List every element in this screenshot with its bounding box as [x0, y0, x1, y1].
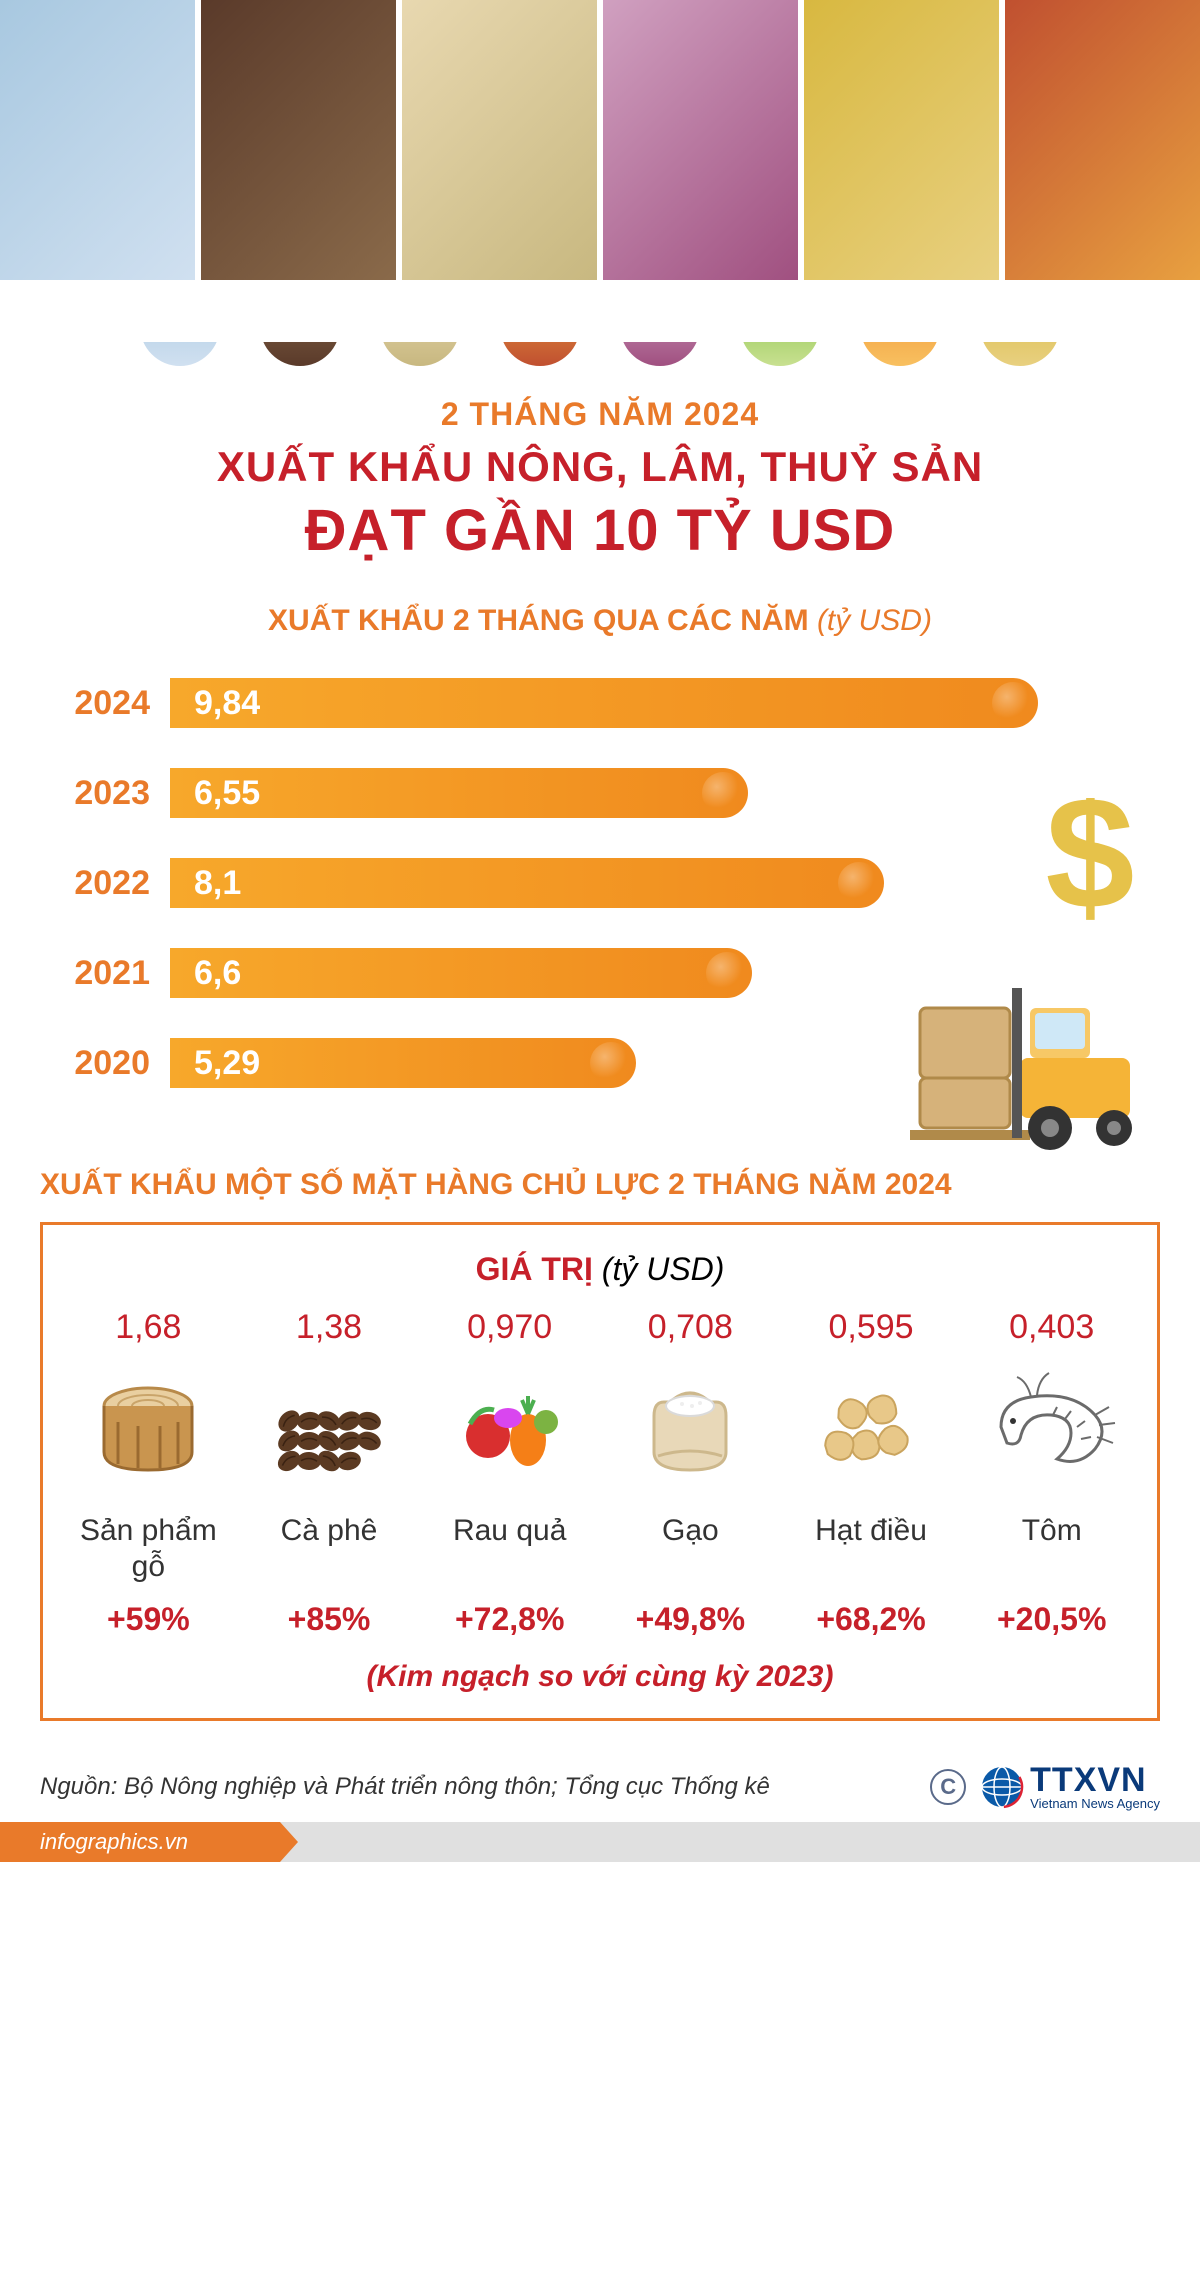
product-name: Sản phẩm gỗ [63, 1513, 234, 1593]
chart-title-text: XUẤT KHẨU 2 THÁNG QUA CÁC NĂM [268, 604, 809, 637]
shrimp-icon [987, 1361, 1117, 1491]
title-block: 2 THÁNG NĂM 2024 XUẤT KHẨU NÔNG, LÂM, TH… [0, 376, 1200, 594]
bar-year-label: 2024 [60, 684, 170, 723]
product-growth: +85% [288, 1601, 371, 1638]
product-growth: +59% [107, 1601, 190, 1638]
collage-cashew [804, 0, 999, 280]
bar-year-label: 2021 [60, 954, 170, 993]
bar-year-label: 2020 [60, 1044, 170, 1083]
collage-lychee [603, 0, 798, 280]
bar-fill: 9,84 [170, 678, 1038, 728]
forklift-illustration: $ [880, 798, 1180, 1158]
footer-site: infographics.vn [0, 1822, 280, 1862]
title-sub: ĐẠT GẦN 10 TỶ USD [40, 497, 1160, 564]
bar-value: 6,55 [194, 774, 260, 813]
decor-circle [740, 286, 820, 366]
products-box: GIÁ TRỊ (tỷ USD) 1,68 Sản phẩm gỗ +59% 1… [40, 1222, 1160, 1721]
chart-title: XUẤT KHẨU 2 THÁNG QUA CÁC NĂM (tỷ USD) [60, 604, 1140, 638]
product-column: 1,68 Sản phẩm gỗ +59% [63, 1308, 234, 1638]
bar-year-label: 2022 [60, 864, 170, 903]
bar-value: 9,84 [194, 684, 260, 723]
product-name: Cà phê [281, 1513, 378, 1593]
products-subhead: GIÁ TRỊ (tỷ USD) [63, 1251, 1137, 1288]
footer: Nguồn: Bộ Nông nghiệp và Phát triển nông… [0, 1751, 1200, 1822]
veggies-icon [445, 1361, 575, 1491]
title-period: 2 THÁNG NĂM 2024 [40, 396, 1160, 433]
product-growth: +68,2% [816, 1601, 925, 1638]
products-subhead-text: GIÁ TRỊ [476, 1251, 593, 1287]
product-value: 0,708 [648, 1308, 733, 1347]
products-note: (Kim ngạch so với cùng kỳ 2023) [63, 1660, 1137, 1694]
product-name: Tôm [1022, 1513, 1082, 1593]
bar-fill: 6,55 [170, 768, 748, 818]
product-value: 1,38 [296, 1308, 362, 1347]
collage-harvester [1005, 0, 1200, 280]
decor-circle [860, 286, 940, 366]
product-column: 0,403 Tôm +20,5% [966, 1308, 1137, 1638]
bar-row: 2024 9,84 [60, 678, 1140, 728]
product-value: 0,595 [828, 1308, 913, 1347]
decor-circle [380, 286, 460, 366]
bar-value: 6,6 [194, 954, 241, 993]
products-subhead-unit: (tỷ USD) [602, 1251, 725, 1287]
product-column: 1,38 Cà phê +85% [244, 1308, 415, 1638]
title-main: XUẤT KHẨU NÔNG, LÂM, THUỶ SẢN [40, 443, 1160, 491]
bar-fill: 8,1 [170, 858, 884, 908]
globe-icon [980, 1765, 1024, 1809]
agency-full: Vietnam News Agency [1030, 1797, 1160, 1810]
decor-circle [140, 286, 220, 366]
footer-source: Nguồn: Bộ Nông nghiệp và Phát triển nông… [40, 1773, 770, 1801]
product-value: 1,68 [115, 1308, 181, 1347]
product-column: 0,595 Hạt điều +68,2% [786, 1308, 957, 1638]
copyright-badge: C [930, 1769, 966, 1805]
bar-track: 9,84 [170, 678, 1140, 728]
decor-circle [620, 286, 700, 366]
bar-value: 5,29 [194, 1044, 260, 1083]
collage-fish [0, 0, 195, 280]
products-heading: XUẤT KHẨU MỘT SỐ MẶT HÀNG CHỦ LỰC 2 THÁN… [0, 1168, 1200, 1222]
footer-bar-fill [280, 1822, 1200, 1862]
product-name: Gạo [662, 1513, 719, 1593]
product-value: 0,970 [467, 1308, 552, 1347]
product-name: Rau quả [453, 1513, 566, 1593]
decor-circles [0, 280, 1200, 376]
footer-bar: infographics.vn [0, 1822, 1200, 1862]
bar-year-label: 2023 [60, 774, 170, 813]
product-growth: +72,8% [455, 1601, 564, 1638]
decor-circle [980, 286, 1060, 366]
decor-circle [260, 286, 340, 366]
chart-title-unit: (tỷ USD) [817, 604, 932, 637]
bar-fill: 6,6 [170, 948, 752, 998]
svg-text:$: $ [1046, 798, 1135, 942]
decor-circle [500, 286, 580, 366]
infographic-root: 2 THÁNG NĂM 2024 XUẤT KHẨU NÔNG, LÂM, TH… [0, 0, 1200, 1862]
agency-logo: TTXVN Vietnam News Agency [980, 1763, 1160, 1810]
products-grid: 1,68 Sản phẩm gỗ +59% 1,38 Cà phê +85% 0… [63, 1308, 1137, 1638]
footer-right: C TTXVN Vietnam News Agency [930, 1763, 1160, 1810]
product-growth: +49,8% [636, 1601, 745, 1638]
product-column: 0,708 Gạo +49,8% [605, 1308, 776, 1638]
product-column: 0,970 Rau quả +72,8% [424, 1308, 595, 1638]
product-growth: +20,5% [997, 1601, 1106, 1638]
agency-short: TTXVN [1030, 1763, 1160, 1797]
product-name: Hạt điều [815, 1513, 927, 1593]
bar-value: 8,1 [194, 864, 241, 903]
collage-rice [402, 0, 597, 280]
bar-fill: 5,29 [170, 1038, 636, 1088]
rice-icon [625, 1361, 755, 1491]
cashew-icon [806, 1361, 936, 1491]
coffee-icon [264, 1361, 394, 1491]
product-value: 0,403 [1009, 1308, 1094, 1347]
header-photo-collage [0, 0, 1200, 280]
bar-chart-section: XUẤT KHẨU 2 THÁNG QUA CÁC NĂM (tỷ USD) 2… [0, 594, 1200, 1168]
wood-icon [83, 1361, 213, 1491]
collage-coffee [201, 0, 396, 280]
agency-text: TTXVN Vietnam News Agency [1030, 1763, 1160, 1810]
